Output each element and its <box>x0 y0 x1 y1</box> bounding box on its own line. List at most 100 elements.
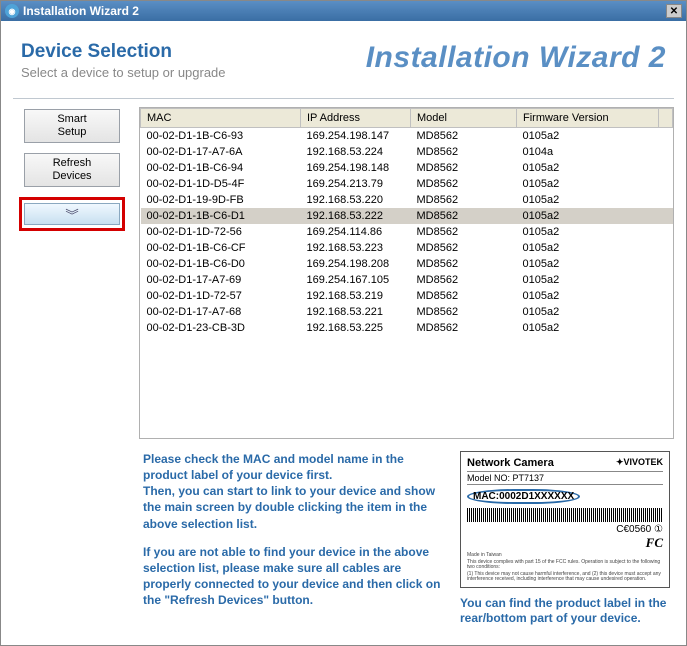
table-cell: MD8562 <box>411 144 517 160</box>
table-cell: 192.168.53.222 <box>301 208 411 224</box>
table-cell: MD8562 <box>411 320 517 336</box>
table-cell: 169.254.167.105 <box>301 272 411 288</box>
table-cell: 192.168.53.219 <box>301 288 411 304</box>
table-cell: MD8562 <box>411 272 517 288</box>
table-cell: 00-02-D1-17-A7-6A <box>141 144 301 160</box>
table-cell: 0105a2 <box>517 304 659 320</box>
sidebar: Smart Setup Refresh Devices ︾ <box>13 107 131 635</box>
table-cell: 00-02-D1-1B-C6-D0 <box>141 256 301 272</box>
device-table: MACIP AddressModelFirmware Version 00-02… <box>140 108 673 336</box>
table-row[interactable]: 00-02-D1-1D-72-56169.254.114.86MD8562010… <box>141 224 673 240</box>
table-cell: 0105a2 <box>517 320 659 336</box>
table-row[interactable]: 00-02-D1-17-A7-6A192.168.53.224MD8562010… <box>141 144 673 160</box>
column-header[interactable]: IP Address <box>301 109 411 128</box>
table-cell: MD8562 <box>411 176 517 192</box>
table-row[interactable]: 00-02-D1-1B-C6-D0169.254.198.208MD856201… <box>141 256 673 272</box>
table-cell: 00-02-D1-17-A7-69 <box>141 272 301 288</box>
table-cell: 192.168.53.221 <box>301 304 411 320</box>
table-cell: 192.168.53.220 <box>301 192 411 208</box>
refresh-devices-button[interactable]: Refresh Devices <box>24 153 120 187</box>
table-row[interactable]: 00-02-D1-19-9D-FB192.168.53.220MD8562010… <box>141 192 673 208</box>
page-subtitle: Select a device to setup or upgrade <box>21 65 226 80</box>
table-header-row: MACIP AddressModelFirmware Version <box>141 109 673 128</box>
table-cell: 0105a2 <box>517 192 659 208</box>
table-cell: 00-02-D1-1B-C6-D1 <box>141 208 301 224</box>
expand-highlight: ︾ <box>19 197 125 231</box>
app-icon: ◉ <box>5 4 19 18</box>
table-cell: MD8562 <box>411 256 517 272</box>
table-row[interactable]: 00-02-D1-1D-72-57192.168.53.219MD8562010… <box>141 288 673 304</box>
window-title: Installation Wizard 2 <box>23 4 666 18</box>
label-title: Network Camera <box>467 457 554 469</box>
table-row[interactable]: 00-02-D1-17-A7-68192.168.53.221MD8562010… <box>141 304 673 320</box>
instruction-p3: If you are not able to find your device … <box>143 544 448 609</box>
fc-mark: FC <box>467 535 663 551</box>
table-cell: 192.168.53.223 <box>301 240 411 256</box>
table-cell: 192.168.53.224 <box>301 144 411 160</box>
table-cell: 169.254.213.79 <box>301 176 411 192</box>
chevron-down-icon: ︾ <box>65 205 78 224</box>
table-cell: MD8562 <box>411 192 517 208</box>
table-cell: 169.254.198.147 <box>301 128 411 145</box>
table-cell: 00-02-D1-17-A7-68 <box>141 304 301 320</box>
table-cell: MD8562 <box>411 128 517 145</box>
brand-title: Installation Wizard 2 <box>366 41 666 75</box>
table-cell: 0105a2 <box>517 160 659 176</box>
table-cell: 00-02-D1-1B-C6-CF <box>141 240 301 256</box>
lower-panel: Please check the MAC and model name in t… <box>139 449 674 635</box>
label-mac: MAC:0002D1XXXXXX <box>467 489 580 504</box>
titlebar: ◉ Installation Wizard 2 ✕ <box>1 1 686 21</box>
content-area: Device Selection Select a device to setu… <box>1 21 686 645</box>
table-cell: 169.254.114.86 <box>301 224 411 240</box>
device-table-container: MACIP AddressModelFirmware Version 00-02… <box>139 107 674 439</box>
column-header[interactable]: MAC <box>141 109 301 128</box>
column-header[interactable]: Firmware Version <box>517 109 659 128</box>
table-cell: 0105a2 <box>517 256 659 272</box>
table-cell: 0105a2 <box>517 288 659 304</box>
instruction-p1: Please check the MAC and model name in t… <box>143 451 448 532</box>
header-left: Device Selection Select a device to setu… <box>21 41 226 80</box>
table-cell: 00-02-D1-1B-C6-93 <box>141 128 301 145</box>
label-fine2: (1) This device may not cause harmful in… <box>467 572 663 582</box>
instructions: Please check the MAC and model name in t… <box>143 451 448 627</box>
table-cell: MD8562 <box>411 304 517 320</box>
body: Smart Setup Refresh Devices ︾ MACIP Addr… <box>13 107 674 635</box>
column-header[interactable]: Model <box>411 109 517 128</box>
table-row[interactable]: 00-02-D1-1D-D5-4F169.254.213.79MD8562010… <box>141 176 673 192</box>
table-cell: 0105a2 <box>517 272 659 288</box>
table-cell: 0105a2 <box>517 208 659 224</box>
table-cell: 0105a2 <box>517 240 659 256</box>
label-model: Model NO: PT7137 <box>467 471 663 485</box>
label-fine1: This device complies with part 15 of the… <box>467 560 663 570</box>
table-cell: MD8562 <box>411 208 517 224</box>
table-cell: MD8562 <box>411 240 517 256</box>
table-row[interactable]: 00-02-D1-1B-C6-94169.254.198.148MD856201… <box>141 160 673 176</box>
table-row[interactable]: 00-02-D1-1B-C6-CF192.168.53.223MD8562010… <box>141 240 673 256</box>
table-cell: 00-02-D1-19-9D-FB <box>141 192 301 208</box>
label-brand: ✦VIVOTEK <box>616 457 663 468</box>
table-cell: 192.168.53.225 <box>301 320 411 336</box>
barcode-icon <box>467 508 663 522</box>
table-row[interactable]: 00-02-D1-23-CB-3D192.168.53.225MD8562010… <box>141 320 673 336</box>
product-label: Network Camera ✦VIVOTEK Model NO: PT7137… <box>460 451 670 588</box>
label-made: Made in Taiwan <box>467 553 663 558</box>
column-header-spacer <box>659 109 673 128</box>
table-cell: 0104a <box>517 144 659 160</box>
smart-setup-button[interactable]: Smart Setup <box>24 109 120 143</box>
table-cell: 00-02-D1-1D-D5-4F <box>141 176 301 192</box>
table-cell: 00-02-D1-1D-72-56 <box>141 224 301 240</box>
table-cell: MD8562 <box>411 288 517 304</box>
table-row[interactable]: 00-02-D1-17-A7-69169.254.167.105MD856201… <box>141 272 673 288</box>
table-cell: 00-02-D1-1B-C6-94 <box>141 160 301 176</box>
table-row[interactable]: 00-02-D1-1B-C6-D1192.168.53.222MD8562010… <box>141 208 673 224</box>
app-window: ◉ Installation Wizard 2 ✕ Device Selecti… <box>0 0 687 646</box>
table-cell: 0105a2 <box>517 224 659 240</box>
table-cell: MD8562 <box>411 160 517 176</box>
label-caption: You can find the product label in the re… <box>460 596 670 627</box>
expand-button[interactable]: ︾ <box>24 203 120 225</box>
table-row[interactable]: 00-02-D1-1B-C6-93169.254.198.147MD856201… <box>141 128 673 145</box>
main: MACIP AddressModelFirmware Version 00-02… <box>139 107 674 635</box>
label-panel: Network Camera ✦VIVOTEK Model NO: PT7137… <box>460 451 670 627</box>
close-button[interactable]: ✕ <box>666 4 682 18</box>
page-title: Device Selection <box>21 41 226 63</box>
